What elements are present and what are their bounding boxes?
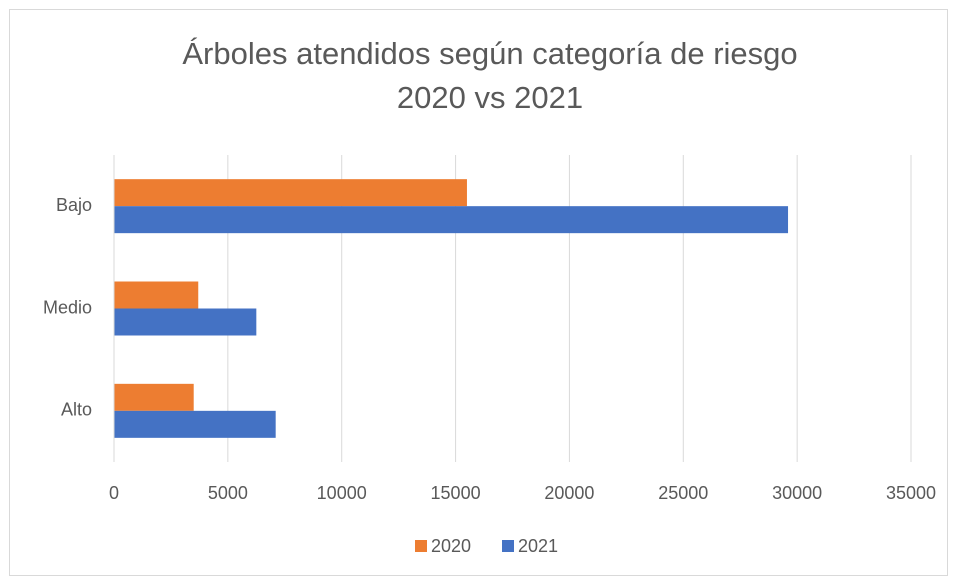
bar: [114, 281, 199, 309]
x-tick-label: 30000: [772, 483, 822, 503]
x-tick-label: 0: [109, 483, 119, 503]
bar: [114, 206, 789, 234]
y-tick-label: Medio: [43, 297, 92, 317]
y-tick-label: Bajo: [56, 195, 92, 215]
y-tick-label: Alto: [61, 400, 92, 420]
x-tick-label: 25000: [658, 483, 708, 503]
x-tick-label: 10000: [317, 483, 367, 503]
x-tick-label: 35000: [886, 483, 936, 503]
chart-subtitle: 2020 vs 2021: [397, 80, 583, 115]
bar: [114, 308, 257, 336]
bar: [114, 383, 194, 411]
bar: [114, 179, 467, 207]
legend-swatch: [502, 540, 514, 552]
x-tick-label: 20000: [544, 483, 594, 503]
legend-swatch: [415, 540, 427, 552]
bar: [114, 410, 276, 438]
chart-title: Árboles atendidos según categoría de rie…: [182, 36, 797, 71]
x-tick-label: 15000: [431, 483, 481, 503]
legend-label: 2020: [431, 536, 471, 556]
x-tick-label: 5000: [208, 483, 248, 503]
legend-label: 2021: [518, 536, 558, 556]
